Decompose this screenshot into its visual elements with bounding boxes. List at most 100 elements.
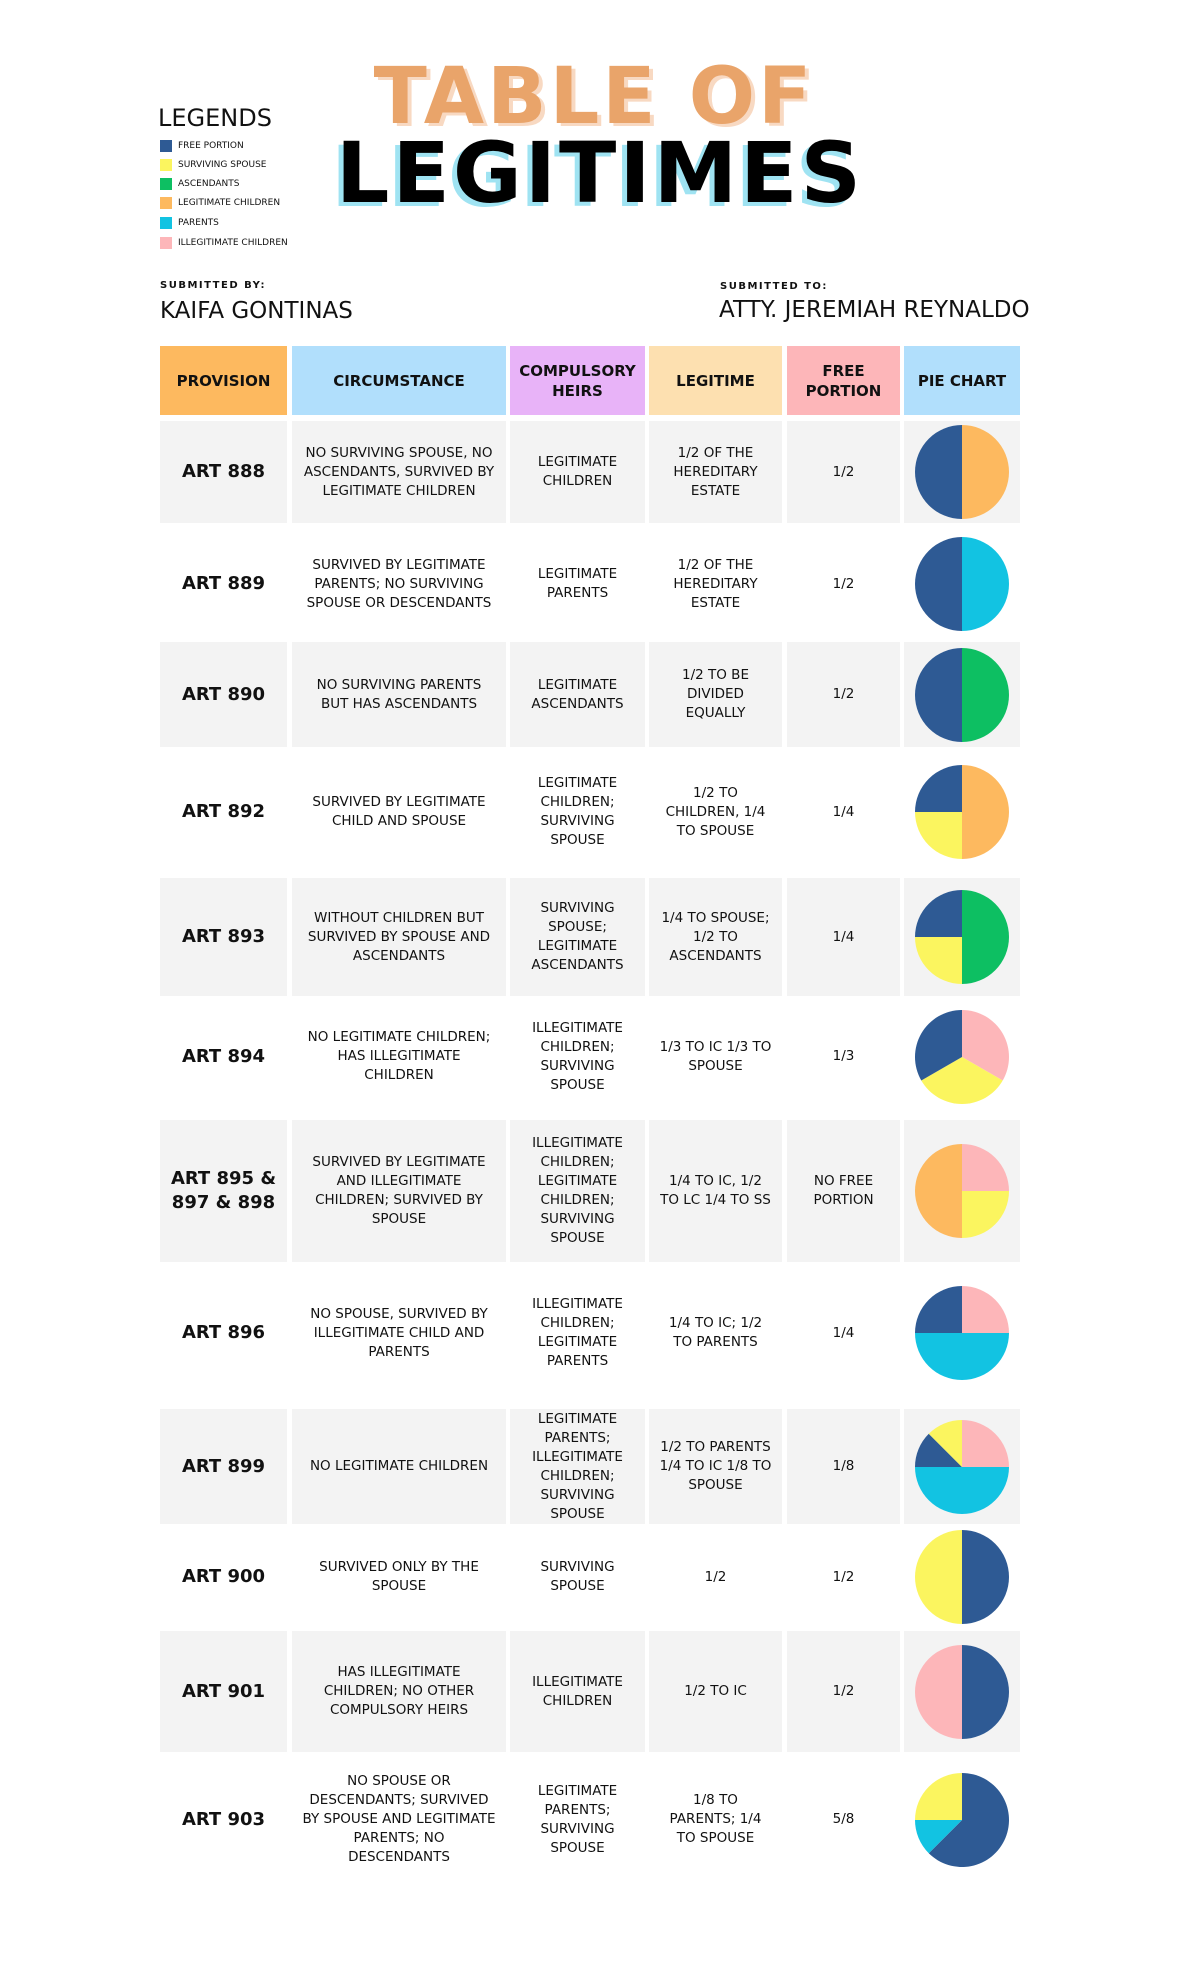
table-cell: 1/2 bbox=[787, 642, 900, 747]
pie-slice bbox=[915, 1009, 962, 1080]
pie-cell bbox=[904, 1120, 1020, 1262]
legend-item: LEGITIMATE CHILDREN bbox=[160, 197, 280, 209]
pie-slice bbox=[962, 765, 1009, 859]
pie-slice bbox=[962, 1419, 1009, 1467]
pie-slice bbox=[915, 1433, 962, 1467]
pie-chart bbox=[915, 425, 1009, 519]
legend-item: ILLEGITIMATE CHILDREN bbox=[160, 237, 288, 249]
table-cell: NO SURVIVING PARENTS BUT HAS ASCENDANTS bbox=[292, 642, 506, 747]
submitted-to-label: SUBMITTED TO: bbox=[720, 281, 828, 292]
legend-swatch bbox=[160, 140, 172, 152]
provision-cell: ART 899 bbox=[160, 1409, 287, 1524]
pie-chart bbox=[915, 1144, 1009, 1238]
table-cell: 1/4 TO IC, 1/2 TO LC 1/4 TO SS bbox=[649, 1120, 782, 1262]
provision-cell: ART 889 bbox=[160, 536, 287, 632]
pie-slice bbox=[915, 1819, 962, 1853]
pie-slice bbox=[915, 1772, 962, 1820]
provision-cell: ART 900 bbox=[160, 1529, 287, 1625]
provision-cell: ART 903 bbox=[160, 1762, 287, 1877]
pie-cell bbox=[904, 536, 1020, 632]
pie-chart bbox=[915, 1772, 1009, 1867]
pie-slice bbox=[921, 1056, 1003, 1104]
pie-slice bbox=[915, 1530, 962, 1624]
table-cell: 1/3 TO IC 1/3 TO SPOUSE bbox=[649, 1002, 782, 1111]
title-line-1: TABLE OF bbox=[373, 52, 815, 142]
pie-slice bbox=[915, 812, 962, 859]
pie-chart bbox=[915, 765, 1009, 859]
pie-chart bbox=[915, 1419, 1009, 1514]
legend-item: SURVIVING SPOUSE bbox=[160, 159, 266, 171]
table-cell: 1/4 TO SPOUSE; 1/2 TO ASCENDANTS bbox=[649, 878, 782, 996]
pie-slice bbox=[915, 937, 962, 984]
pie-slice bbox=[962, 425, 1009, 519]
legend-label: LEGITIMATE CHILDREN bbox=[178, 198, 281, 208]
pie-slice bbox=[962, 537, 1009, 631]
pie-slice bbox=[915, 1644, 962, 1739]
table-cell: NO LEGITIMATE CHILDREN bbox=[292, 1409, 506, 1524]
pie-chart bbox=[915, 1286, 1009, 1380]
legend-label: SURVIVING SPOUSE bbox=[178, 160, 267, 170]
pie-slice bbox=[962, 1286, 1009, 1333]
table-cell: 1/2 OF THE HEREDITARY ESTATE bbox=[649, 421, 782, 523]
pie-cell bbox=[904, 878, 1020, 996]
provision-cell: ART 888 bbox=[160, 421, 287, 523]
provision-cell: ART 894 bbox=[160, 1002, 287, 1111]
pie-cell bbox=[904, 1762, 1020, 1877]
pie-slice bbox=[928, 1772, 1009, 1867]
table-cell: NO LEGITIMATE CHILDREN; HAS ILLEGITIMATE… bbox=[292, 1002, 506, 1111]
pie-cell bbox=[904, 421, 1020, 523]
pie-cell bbox=[904, 753, 1020, 871]
pie-slice bbox=[915, 1286, 962, 1333]
table-cell: NO SPOUSE OR DESCENDANTS; SURVIVED BY SP… bbox=[292, 1762, 506, 1877]
table-cell: LEGITIMATE PARENTS; ILLEGITIMATE CHILDRE… bbox=[510, 1409, 645, 1524]
legend-label: ILLEGITIMATE CHILDREN bbox=[178, 238, 288, 248]
table-cell: ILLEGITIMATE CHILDREN; LEGITIMATE PARENT… bbox=[510, 1268, 645, 1398]
table-cell: NO SURVIVING SPOUSE, NO ASCENDANTS, SURV… bbox=[292, 421, 506, 523]
legend-label: ASCENDANTS bbox=[178, 179, 240, 189]
header-cell: PROVISION bbox=[160, 346, 287, 415]
table-cell: 1/2 bbox=[649, 1529, 782, 1625]
legend-item: FREE PORTION bbox=[160, 140, 244, 152]
header-cell: COMPULSORY HEIRS bbox=[510, 346, 645, 415]
pie-slice bbox=[962, 647, 1009, 742]
pie-slice bbox=[962, 1009, 1009, 1080]
pie-slice bbox=[915, 1333, 1009, 1380]
table-cell: 1/8 bbox=[787, 1409, 900, 1524]
table-cell: 1/4 TO IC; 1/2 TO PARENTS bbox=[649, 1268, 782, 1398]
table-cell: SURVIVED BY LEGITIMATE CHILD AND SPOUSE bbox=[292, 753, 506, 871]
table-cell: 1/2 OF THE HEREDITARY ESTATE bbox=[649, 536, 782, 632]
legend-swatch bbox=[160, 159, 172, 171]
legend-title: LEGENDS bbox=[158, 104, 272, 132]
header-cell: CIRCUMSTANCE bbox=[292, 346, 506, 415]
header-cell: FREE PORTION bbox=[787, 346, 900, 415]
pie-cell bbox=[904, 1631, 1020, 1752]
header-cell: PIE CHART bbox=[904, 346, 1020, 415]
pie-chart bbox=[915, 1530, 1009, 1624]
provision-cell: ART 896 bbox=[160, 1268, 287, 1398]
pie-slice bbox=[915, 1144, 962, 1238]
table-cell: 1/2 TO CHILDREN, 1/4 TO SPOUSE bbox=[649, 753, 782, 871]
legend-item: ASCENDANTS bbox=[160, 178, 239, 190]
table-cell: HAS ILLEGITIMATE CHILDREN; NO OTHER COMP… bbox=[292, 1631, 506, 1752]
table-cell: SURVIVED BY LEGITIMATE AND ILLEGITIMATE … bbox=[292, 1120, 506, 1262]
submitted-by-label: SUBMITTED BY: bbox=[160, 280, 267, 291]
title-line-2: LEGITIMES bbox=[335, 124, 865, 222]
pie-slice bbox=[915, 1466, 1009, 1514]
pie-slice bbox=[962, 1530, 1009, 1624]
provision-cell: ART 901 bbox=[160, 1631, 287, 1752]
table-cell: 1/8 TO PARENTS; 1/4 TO SPOUSE bbox=[649, 1762, 782, 1877]
table-cell: 1/2 bbox=[787, 421, 900, 523]
pie-cell bbox=[904, 1529, 1020, 1625]
pie-slice bbox=[962, 1644, 1009, 1739]
provision-cell: ART 892 bbox=[160, 753, 287, 871]
table-cell: ILLEGITIMATE CHILDREN bbox=[510, 1631, 645, 1752]
table-cell: WITHOUT CHILDREN BUT SURVIVED BY SPOUSE … bbox=[292, 878, 506, 996]
provision-cell: ART 890 bbox=[160, 642, 287, 747]
table-cell: 1/2 TO IC bbox=[649, 1631, 782, 1752]
pie-cell bbox=[904, 642, 1020, 747]
legend-swatch bbox=[160, 217, 172, 229]
pie-slice bbox=[915, 537, 962, 631]
pie-slice bbox=[928, 1419, 962, 1467]
legend-label: PARENTS bbox=[178, 218, 219, 228]
